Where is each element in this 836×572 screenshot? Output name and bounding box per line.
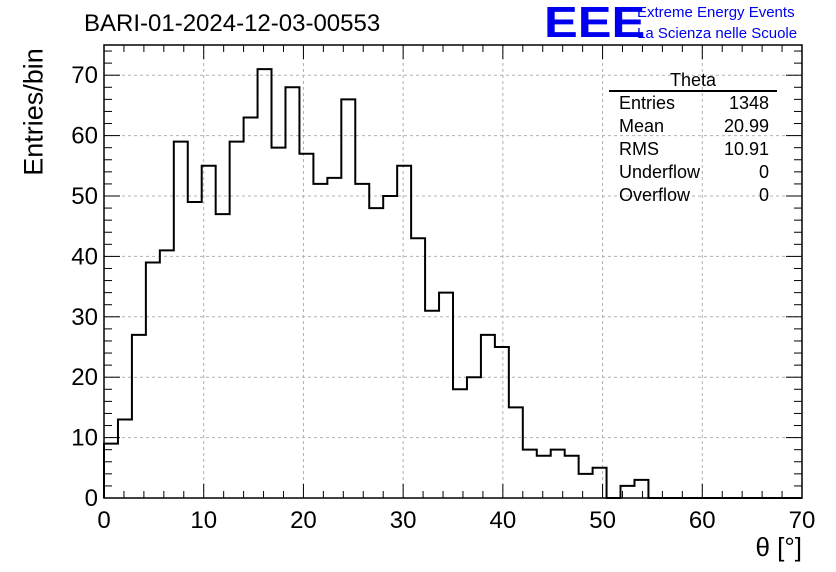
stats-row: RMS 10.91 [609, 138, 777, 161]
x-tick-label: 50 [589, 507, 616, 534]
stats-box: Theta Entries 1348 Mean 20.99 RMS 10.91 … [609, 70, 777, 207]
y-tick-label: 70 [71, 62, 98, 89]
y-tick-label: 10 [71, 425, 98, 452]
stats-row: Overflow 0 [609, 184, 777, 207]
stats-row: Underflow 0 [609, 161, 777, 184]
y-tick-label: 0 [85, 485, 98, 512]
stats-value: 20.99 [723, 116, 769, 136]
x-axis-label: θ [°] [755, 532, 802, 562]
x-tick-label: 10 [190, 507, 217, 534]
stats-row: Entries 1348 [609, 92, 777, 115]
logo-line-2: La Scienza nelle Scuole [637, 25, 798, 42]
plot-frame [103, 44, 803, 499]
x-tick-label: 40 [490, 507, 517, 534]
axis-ticks [103, 45, 803, 499]
y-tick-label: 30 [71, 304, 98, 331]
x-tick-label: 0 [97, 507, 110, 534]
y-tick-label: 20 [71, 364, 98, 391]
stats-value: 0 [758, 185, 769, 205]
chart-title: BARI-01-2024-12-03-00553 [84, 10, 381, 37]
eee-logo: EEE [544, 0, 646, 47]
tick-labels: 0 10 20 30 40 50 60 70 0 10 20 30 40 50 60 70 [71, 62, 815, 534]
stats-value: 1348 [728, 93, 769, 113]
logo-line-1: Extreme Energy Events [637, 4, 795, 21]
stats-row: Mean 20.99 [609, 115, 777, 138]
y-axis-label: Entries/bin [18, 48, 49, 176]
x-tick-label: 20 [290, 507, 317, 534]
x-tick-label: 60 [689, 507, 716, 534]
stats-label: Underflow [619, 162, 701, 182]
stats-label: Mean [619, 116, 665, 136]
x-tick-label: 30 [390, 507, 417, 534]
x-tick-label: 70 [789, 507, 816, 534]
histogram-step-line [103, 68, 802, 499]
stats-title: Theta [609, 70, 777, 92]
stats-label: Overflow [619, 185, 691, 205]
y-tick-label: 40 [71, 243, 98, 270]
y-tick-label: 60 [71, 123, 98, 150]
stats-label: Entries [619, 93, 676, 113]
y-tick-label: 50 [71, 183, 98, 210]
stats-value: 0 [758, 162, 769, 182]
stats-label: RMS [619, 139, 659, 159]
stats-value: 10.91 [723, 139, 769, 159]
